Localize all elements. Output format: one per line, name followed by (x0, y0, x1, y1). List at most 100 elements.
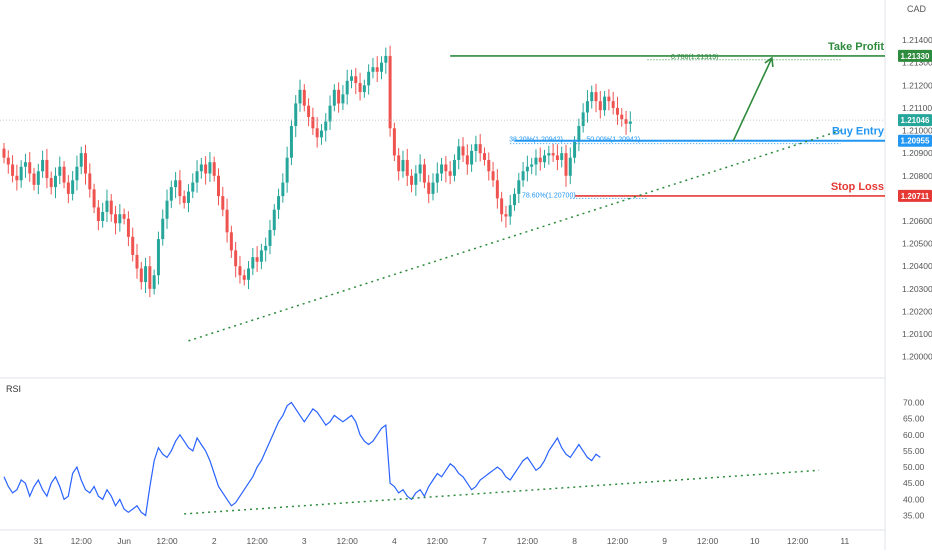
rsi-trendline (184, 469, 820, 515)
overlays: Take Profit Buy Entry Stop Loss 0.786(1.213… (0, 41, 885, 342)
time-tick-label: 11 (840, 536, 849, 546)
candle-body (156, 239, 160, 276)
candle-body (161, 218, 165, 240)
price-tick-label: 1.21100 (902, 103, 932, 113)
candle-body (358, 83, 362, 93)
candle-body (2, 148, 6, 158)
candle-body (508, 205, 512, 217)
price-tick-label: 1.21000 (902, 126, 932, 136)
candle-body (182, 196, 186, 203)
candle-body (598, 101, 602, 111)
candle-body (148, 266, 152, 289)
candle-body (547, 153, 551, 156)
candle-body (397, 155, 401, 172)
candle-body (217, 175, 220, 197)
candle-body (144, 266, 148, 283)
stop-loss-badge-bg (898, 189, 932, 202)
candle-body (165, 200, 169, 219)
time-tick-label: 12:00 (337, 536, 359, 546)
candle-body (607, 96, 611, 102)
candle-body (131, 236, 135, 255)
candle-body (114, 214, 118, 224)
candle-body (543, 155, 547, 163)
current-price-badge-text: 1.21046 (901, 116, 930, 125)
candle-body (349, 76, 353, 81)
time-tick-label: 4 (392, 536, 397, 546)
time-tick-label: 12:00 (697, 536, 719, 546)
rsi-label: RSI (6, 384, 21, 394)
rsi-tick-label: 70.00 (903, 397, 925, 407)
price-tick-label: 1.21200 (902, 80, 932, 90)
candle-body (169, 187, 173, 201)
price-tick-label: 1.20200 (902, 306, 932, 316)
rsi-tick-label: 55.00 (903, 446, 925, 456)
candle-body (255, 257, 259, 262)
time-tick-label: 12:00 (71, 536, 93, 546)
price-tick-label: 1.20100 (902, 329, 932, 339)
candle-body (461, 146, 465, 156)
time-tick-label: 10 (750, 536, 760, 546)
candle-body (71, 180, 75, 194)
take-profit-badge-text: 1.21330 (901, 52, 930, 61)
candle-body (474, 144, 478, 151)
candle-body (431, 182, 435, 194)
candle-body (384, 55, 388, 63)
candle-body (264, 245, 268, 251)
candle-body (603, 96, 607, 111)
candle-body (367, 71, 371, 86)
candle-body (521, 171, 525, 181)
time-tick-label: 31 (34, 536, 44, 546)
candle-body (573, 141, 577, 158)
candle-body (62, 166, 66, 183)
time-tick-label: Jun (117, 536, 131, 546)
time-tick-label: 12:00 (607, 536, 629, 546)
rsi-tick-label: 50.00 (903, 462, 925, 472)
candle-body (500, 198, 504, 215)
candle-body (530, 164, 534, 167)
candle-body (324, 121, 328, 131)
time-tick-label: 9 (662, 536, 667, 546)
candle-body (538, 157, 542, 163)
candle-body (199, 164, 203, 172)
buy-entry-label: Buy Entry (832, 126, 885, 138)
candle-body (345, 80, 349, 95)
candle-body (15, 175, 19, 181)
candle-body (285, 157, 289, 183)
buy-entry-badge-bg (898, 134, 932, 147)
price-tick-label: 1.20300 (902, 284, 932, 294)
price-tick-label: 1.20900 (902, 148, 932, 158)
candle-body (45, 159, 49, 179)
candle-body (422, 164, 426, 183)
candle-body (32, 173, 36, 185)
candle-body (23, 162, 27, 167)
price-tick-label: 1.20800 (902, 171, 932, 181)
candle-body (195, 171, 199, 183)
candle-body (495, 180, 499, 199)
candle-body (624, 119, 628, 124)
candle-body (581, 112, 585, 127)
candle-body (487, 159, 491, 172)
candle-body (58, 166, 62, 176)
fib-382-label: 38.20%(1.20942) (509, 137, 563, 144)
candle-body (482, 153, 486, 160)
candle-body (444, 164, 448, 172)
candle-body (564, 153, 568, 176)
candle-body (92, 189, 96, 208)
candle-body (504, 214, 508, 217)
candle-body (109, 200, 113, 215)
candle-body (11, 164, 15, 176)
candle-body (221, 196, 225, 210)
candle-body (457, 146, 461, 160)
take-profit-label: Take Profit (828, 41, 884, 53)
candle-body (298, 89, 302, 104)
candle-body (615, 107, 619, 115)
candle-body (36, 171, 40, 185)
candle-body (75, 166, 79, 181)
price-tick-label: 1.20600 (902, 216, 932, 226)
candle-body (251, 257, 255, 269)
candle-body (354, 76, 358, 84)
candle-body (53, 175, 57, 188)
candle-body (555, 155, 559, 160)
candle-body (465, 155, 469, 165)
